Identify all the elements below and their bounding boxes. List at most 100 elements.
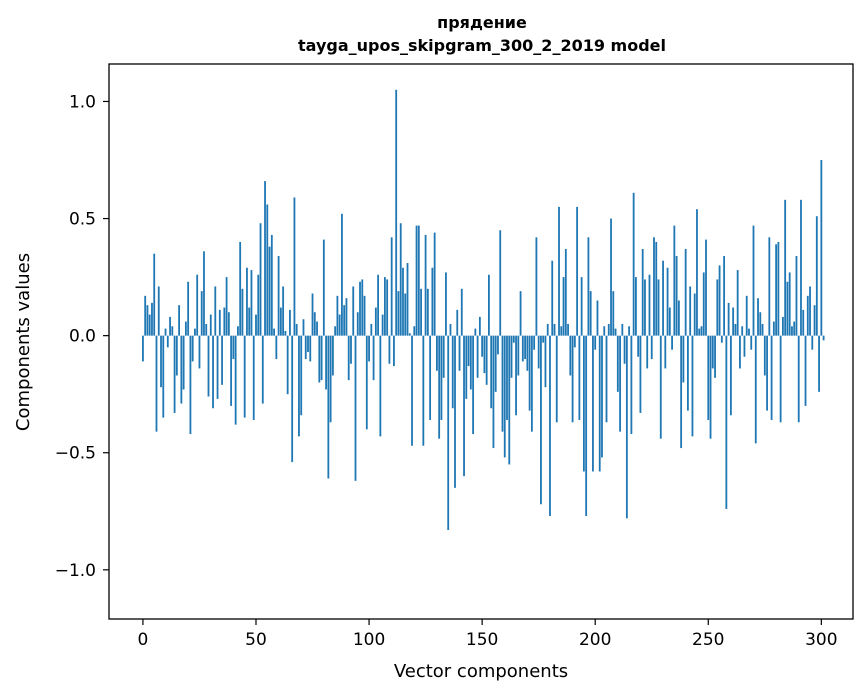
bar-component-175 [537,335,540,369]
bar-component-244 [693,293,696,336]
bar-component-285 [786,281,789,336]
bar-component-246 [698,328,701,336]
bar-component-258 [725,335,728,509]
bar-component-133 [442,335,445,378]
bar-component-3 [148,314,151,336]
bar-component-222 [644,279,646,336]
bar-component-79 [320,335,323,381]
bar-component-126 [426,288,429,336]
bar-component-7 [157,286,160,336]
bar-component-72 [304,335,307,360]
bar-component-227 [655,241,658,336]
bar-component-143 [465,335,468,399]
bar-component-206 [607,323,610,336]
bar-component-224 [648,274,651,336]
bar-component-21 [189,335,192,434]
bar-component-63 [284,330,287,336]
bar-component-158 [499,230,502,336]
bar-component-173 [533,335,536,350]
bar-component-139 [456,309,459,336]
bar-component-103 [374,307,377,336]
bar-component-117 [406,263,409,336]
bar-component-74 [309,335,312,362]
bar-component-146 [472,335,474,434]
bar-component-32 [214,286,217,336]
bar-component-287 [791,326,793,336]
bar-component-217 [632,192,635,336]
bar-component-20 [187,281,190,336]
bar-component-242 [689,286,692,336]
bar-component-5 [153,253,156,336]
bar-component-49 [252,335,255,420]
bar-component-286 [788,272,791,336]
bar-component-296 [811,335,814,350]
bar-component-31 [212,335,214,409]
bar-component-68 [295,323,298,336]
bar-component-106 [381,314,384,336]
bar-component-223 [646,335,649,369]
bar-component-212 [621,323,624,336]
x-tick-label: 200 [579,630,611,650]
plot-frame [108,63,854,620]
x-tick-label: 250 [692,630,724,650]
bar-component-82 [327,335,330,479]
bar-component-183 [555,335,558,423]
bar-component-148 [476,335,479,378]
bar-component-96 [359,281,361,336]
bar-component-53 [261,335,264,404]
bar-component-267 [745,295,748,336]
bar-component-154 [490,335,493,409]
bar-component-64 [286,335,289,395]
bar-component-54 [264,181,266,336]
y-tick-label: 1.0 [69,92,96,112]
bar-component-238 [680,335,683,449]
bar-component-130 [436,335,438,371]
chart-title: прядение [437,13,527,32]
bar-component-58 [273,328,275,336]
bar-component-112 [395,89,398,336]
bar-component-149 [478,316,481,336]
bar-component-88 [341,213,343,336]
bar-component-27 [203,251,205,336]
x-tick-label: 50 [245,630,267,650]
bar-component-14 [173,335,176,413]
bar-component-70 [300,335,303,416]
bar-component-198 [589,291,592,336]
y-tick-label: 0.5 [69,210,96,230]
bar-component-170 [526,335,529,371]
bar-component-168 [521,335,524,362]
bar-component-123 [420,288,422,336]
bar-component-252 [711,335,714,369]
bar-component-132 [440,335,443,420]
bar-component-264 [739,335,741,369]
bar-component-190 [571,335,574,423]
chart-subtitle: tayga_upos_skipgram_300_2_2019 model [298,36,666,55]
bar-component-228 [657,279,660,336]
bar-component-52 [259,223,262,336]
bar-component-160 [503,335,506,458]
bars-group [142,89,825,531]
bar-component-288 [793,321,796,336]
bar-component-250 [707,335,710,420]
bar-component-295 [809,286,811,336]
bar-component-99 [365,335,368,430]
bar-component-12 [169,316,171,336]
bar-component-181 [551,260,554,336]
bar-component-151 [483,335,486,374]
bar-component-248 [702,272,705,336]
bar-component-41 [234,335,237,425]
bar-component-255 [718,265,721,336]
bar-component-87 [338,314,341,336]
bar-component-220 [639,335,642,413]
bar-component-75 [311,293,314,336]
bar-component-204 [603,326,606,336]
bar-component-119 [411,335,413,446]
bar-component-77 [316,321,318,336]
bar-component-150 [481,335,484,357]
bar-component-209 [614,328,617,336]
y-axis-label: Components values [13,253,34,431]
bar-component-276 [766,335,768,411]
bar-component-29 [207,335,210,397]
bar-component-102 [372,335,375,381]
bar-component-118 [408,333,411,336]
